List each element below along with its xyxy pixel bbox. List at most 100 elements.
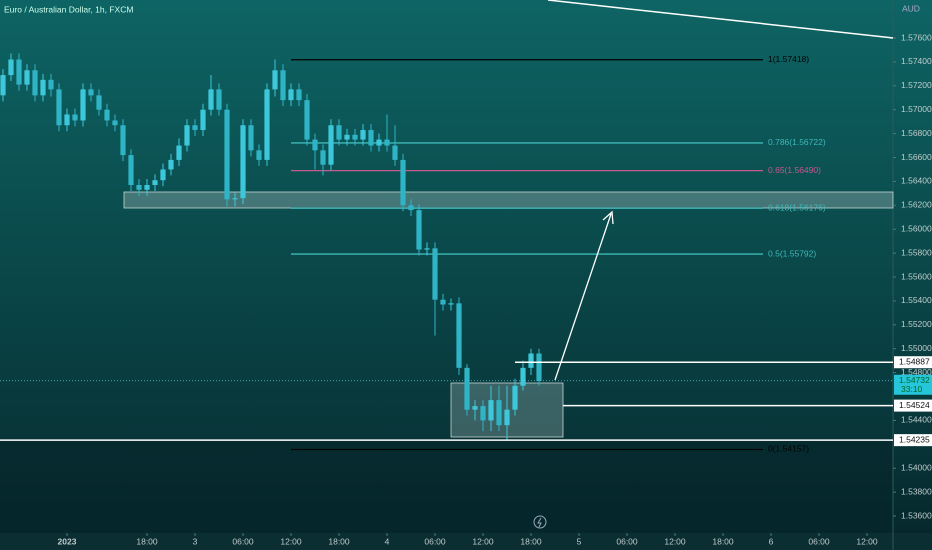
candle-body [168,159,174,170]
y-tick-label: 1.55800 [901,247,932,257]
candle-body [128,155,134,185]
candle-body [0,75,6,96]
fib-label: 0(1.54157) [768,444,809,454]
y-tick-label: 1.56000 [901,223,932,233]
candle-body [328,125,334,165]
x-tick-label: 06:00 [616,536,638,546]
x-tick-label: 18:00 [712,536,734,546]
candle-body [176,145,182,160]
x-tick-label: 2023 [58,536,77,546]
fib-label: 1(1.57418) [768,54,809,64]
candle-body [80,89,86,121]
candle-body [216,89,222,110]
candle-body [48,79,54,90]
candle-body [16,59,22,85]
x-tick-label: 18:00 [136,536,158,546]
current-price-tag [894,374,932,395]
candle-body [512,385,518,410]
y-tick-label: 1.57200 [901,80,932,90]
candle-body [256,150,262,160]
candle-body [440,299,446,305]
y-tick-label: 1.55600 [901,271,932,281]
x-tick-label: 6 [769,536,774,546]
countdown-label: 33:10 [901,384,923,394]
x-tick-label: 3 [193,536,198,546]
level-tag [894,356,932,369]
candle-body [488,400,494,421]
current-price-label: 1.54732 [899,375,930,385]
candle-body [392,145,398,160]
candle-body [480,406,486,421]
candle-body [296,89,302,101]
candle-body [56,89,62,126]
x-tick-label: 06:00 [232,536,254,546]
candle-body [96,95,102,110]
candle-body [32,70,38,96]
y-tick-label: 1.56600 [901,152,932,162]
candle-body [472,406,478,410]
candle-body [152,180,158,185]
x-tick-label: 06:00 [424,536,446,546]
fib-label: 0.65(1.56490) [768,165,821,175]
lower-shade [0,439,893,533]
candle-body [312,139,318,151]
candle-body [232,198,238,200]
candle-body [456,303,462,368]
candle-body [320,150,326,165]
candle-body [136,184,142,190]
candle-body [432,248,438,300]
candle-body [528,353,534,368]
candle-body [376,139,382,146]
candle-body [280,70,286,101]
candle-body [288,89,294,101]
candle-body [344,134,350,140]
x-tick-label: 06:00 [808,536,830,546]
candle-body [144,184,150,190]
fib-label: 0.5(1.55792) [768,248,816,258]
candle-body [536,353,542,381]
y-tick-label: 1.55000 [901,343,932,353]
replay-icon[interactable] [533,515,547,529]
y-tick-label: 1.57600 [901,32,932,42]
y-tick-label: 1.54800 [901,367,932,377]
candle-body [104,109,110,121]
candle-body [184,125,190,146]
arrow-head [602,210,614,225]
x-tick-label: 18:00 [520,536,542,546]
candle-body [240,125,246,199]
candle-body [352,134,358,140]
projection-arrow [554,213,612,381]
candle-body [448,303,454,305]
fib-label: 0.786(1.56722) [768,137,826,147]
y-tick-label: 1.54000 [901,462,932,472]
level-tag [894,434,932,447]
candle-body [408,205,414,211]
time-axis [0,533,932,550]
candle-body [160,169,166,181]
candle-body [112,120,118,126]
candle-body [304,100,310,140]
fib-label: 0.618(1.56176) [768,202,826,212]
candle-body [88,89,94,96]
candle-body [336,125,342,140]
candle-body [264,89,270,160]
x-tick-label: 12:00 [472,536,494,546]
candle-body [368,130,374,146]
x-tick-label: 12:00 [280,536,302,546]
level-tag-label: 1.54887 [899,356,930,366]
level-tag [894,399,932,412]
candle-body [400,159,406,206]
candle-body [224,109,230,200]
level-tag-label: 1.54524 [899,400,930,410]
trend-line [547,0,894,39]
candle-body [8,59,14,76]
y-tick-label: 1.55200 [901,319,932,329]
y-tick-label: 1.57400 [901,56,932,66]
candle-body [496,400,502,426]
x-tick-label: 5 [577,536,582,546]
x-tick-label: 4 [385,536,390,546]
y-axis-label: AUD [902,3,920,13]
y-tick-label: 1.53600 [901,510,932,520]
candle-body [40,79,46,96]
